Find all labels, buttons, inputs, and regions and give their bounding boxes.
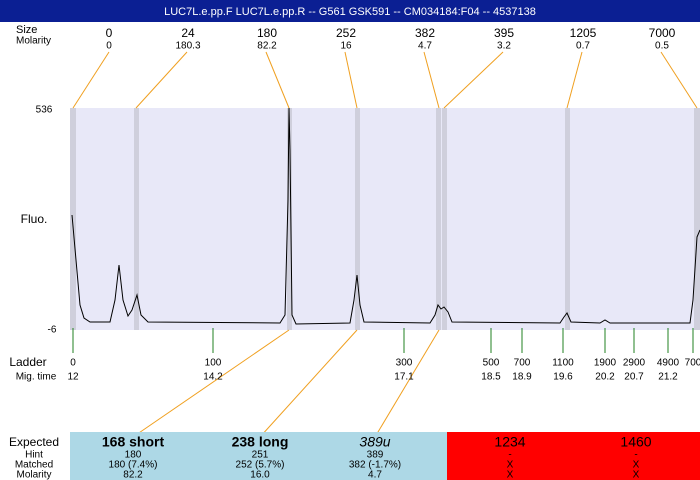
hint: 251: [252, 450, 269, 461]
expected: 389u: [359, 434, 390, 450]
ladder-size: 700: [514, 358, 531, 369]
molarity-value: 82.2: [257, 41, 277, 52]
row-label: Size: [16, 24, 37, 36]
ladder-time: 17.1: [394, 372, 414, 383]
molarity-value: 4.7: [418, 41, 432, 52]
row-label: Matched: [15, 460, 53, 471]
size-value: 252: [336, 26, 356, 40]
ladder-size: 1100: [552, 358, 574, 369]
expected: 238 long: [232, 434, 289, 450]
size-value: 7000: [649, 26, 676, 40]
ladder-size: 0: [70, 358, 76, 369]
ladder-time: 18.9: [512, 372, 532, 383]
leader-lines: [72, 51, 698, 438]
size-value: 1205: [570, 26, 597, 40]
molarity-value: 16: [340, 41, 352, 52]
ladder-size: 700: [685, 358, 700, 369]
ladder-time: 20.7: [624, 372, 644, 383]
molarity-value: 3.2: [497, 41, 511, 52]
molarity-value: 0.7: [576, 41, 590, 52]
mig-time-label: Mig. time: [16, 372, 57, 383]
ladder-size: 4900: [657, 358, 680, 369]
row-label: Molarity: [16, 470, 51, 480]
ladder-time: 18.5: [481, 372, 501, 383]
peak-bands: [70, 108, 700, 330]
size-value: 24: [181, 26, 195, 40]
hint: -: [508, 450, 511, 461]
molarity: 16.0: [250, 470, 270, 480]
title: LUC7L.e.pp.F LUC7L.e.pp.R -- G561 GSK591…: [164, 6, 536, 18]
matched: X: [633, 460, 640, 471]
ladder-label: Ladder: [9, 355, 46, 369]
size-value: 0: [106, 26, 113, 40]
expected: 1460: [620, 434, 651, 450]
molarity-value: 0: [106, 41, 112, 52]
ladder-size: 300: [396, 358, 413, 369]
row-label: Expected: [9, 435, 59, 449]
ladder-size: 1900: [594, 358, 617, 369]
y-label: Fluo.: [21, 212, 48, 226]
ladder-time: 12: [67, 372, 79, 383]
molarity: 82.2: [123, 470, 143, 480]
matched: X: [507, 460, 514, 471]
hint: 389: [367, 450, 384, 461]
ladder-time: 19.6: [553, 372, 573, 383]
row-label: Molarity: [16, 36, 51, 47]
ladder-size: 2900: [623, 358, 646, 369]
hint: -: [634, 450, 637, 461]
plot-area: [70, 108, 700, 330]
molarity-value: 0.5: [655, 41, 669, 52]
ladder-size: 500: [483, 358, 500, 369]
y-min-label: -6: [48, 325, 57, 336]
row-label: Hint: [25, 450, 43, 461]
size-value: 382: [415, 26, 435, 40]
molarity: 4.7: [368, 470, 382, 480]
expected: 1234: [494, 434, 525, 450]
molarity-value: 180.3: [175, 41, 200, 52]
ladder-time: 21.2: [658, 372, 678, 383]
matched: 382 (-1.7%): [349, 460, 401, 471]
ladder-size: 100: [205, 358, 222, 369]
y-max-label: 536: [36, 105, 53, 116]
molarity: X: [633, 470, 640, 480]
expected: 168 short: [102, 434, 165, 450]
trace: [71, 107, 700, 325]
molarity: X: [507, 470, 514, 480]
ladder-time: 14.2: [203, 372, 223, 383]
matched: 180 (7.4%): [109, 460, 158, 471]
title-bar: [0, 0, 700, 22]
size-value: 395: [494, 26, 514, 40]
hint: 180: [125, 450, 142, 461]
matched-box: [70, 432, 447, 480]
matched: 252 (5.7%): [236, 460, 285, 471]
size-value: 180: [257, 26, 277, 40]
ladder-time: 20.2: [595, 372, 615, 383]
unmatched-box: [447, 432, 700, 480]
